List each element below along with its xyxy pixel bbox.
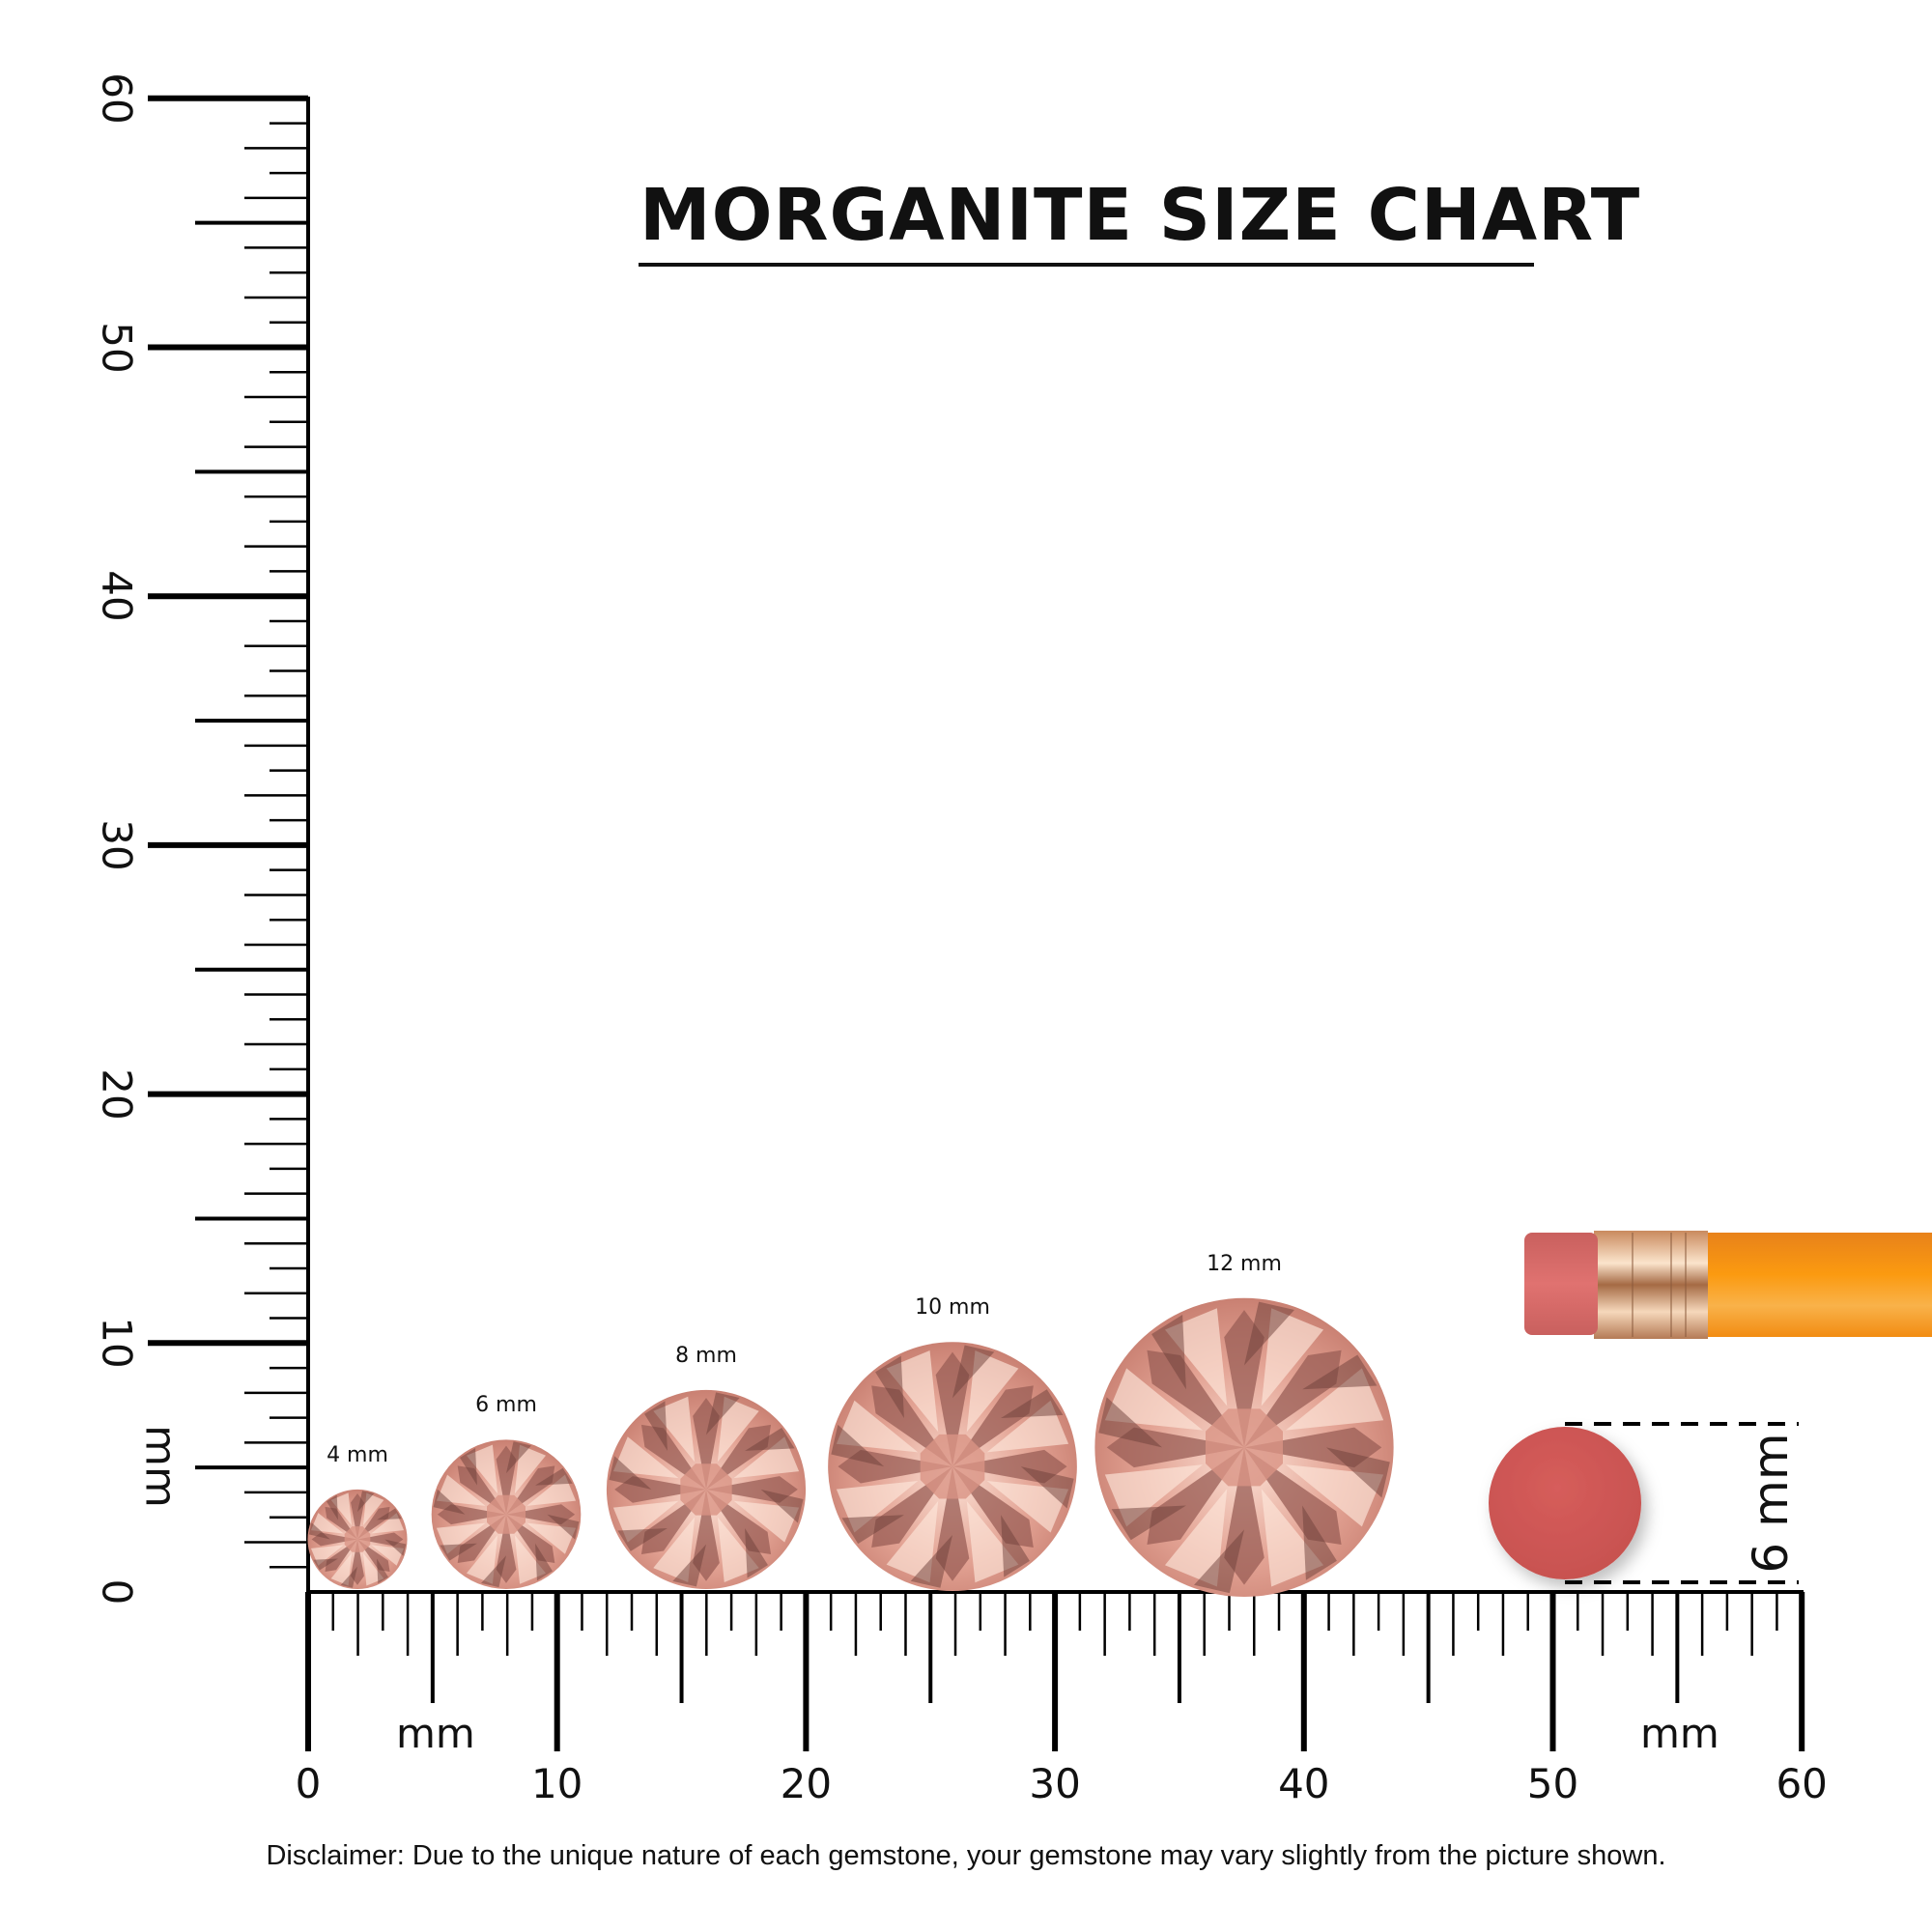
x-tick-label: 20 (780, 1760, 833, 1807)
pencil-ferrule (1594, 1231, 1708, 1339)
gem-10mm (828, 1342, 1077, 1591)
gem-6mm (431, 1439, 582, 1589)
pencil (1524, 1231, 1932, 1339)
reference-size-label: 6 mm (1743, 1433, 1799, 1574)
ruler-ticks (148, 95, 1805, 1751)
pencil-body (1700, 1233, 1932, 1337)
x-tick-label: 50 (1526, 1760, 1579, 1807)
gem-size-label: 8 mm (675, 1343, 737, 1368)
y-tick-label: 20 (93, 1067, 141, 1121)
page-title: MORGANITE SIZE CHART (639, 174, 1641, 257)
y-tick-label: 0 (93, 1578, 141, 1605)
disclaimer: Disclaimer: Due to the unique nature of … (266, 1840, 1666, 1871)
x-tick-label: 30 (1029, 1760, 1081, 1807)
gem-size-label: 4 mm (327, 1442, 388, 1467)
pencil-eraser (1524, 1233, 1598, 1335)
gem-12mm (1094, 1297, 1394, 1597)
x-tick-label: 60 (1776, 1760, 1828, 1807)
y-tick-label: 40 (93, 570, 141, 622)
y-tick-label: 10 (93, 1317, 141, 1370)
y-unit-label: mm (135, 1425, 185, 1508)
y-tick-label: 50 (93, 321, 141, 374)
x-tick-label: 40 (1278, 1760, 1330, 1807)
title-underline (639, 263, 1534, 267)
y-tick-label: 30 (93, 819, 141, 871)
x-unit-label-left: mm (396, 1710, 475, 1757)
y-tick-label: 60 (93, 72, 141, 125)
x-tick-label: 10 (530, 1760, 583, 1807)
x-unit-label-right: mm (1640, 1710, 1719, 1757)
x-tick-label: 0 (295, 1760, 322, 1807)
gem-4mm (307, 1489, 408, 1589)
gem-group (307, 1297, 1394, 1597)
gem-size-label: 10 mm (915, 1295, 990, 1321)
gem-size-label: 12 mm (1207, 1251, 1282, 1276)
gem-8mm (606, 1389, 807, 1590)
eraser-circle (1489, 1427, 1641, 1579)
gem-size-label: 6 mm (475, 1393, 537, 1418)
reference-eraser (1489, 1422, 1799, 1584)
